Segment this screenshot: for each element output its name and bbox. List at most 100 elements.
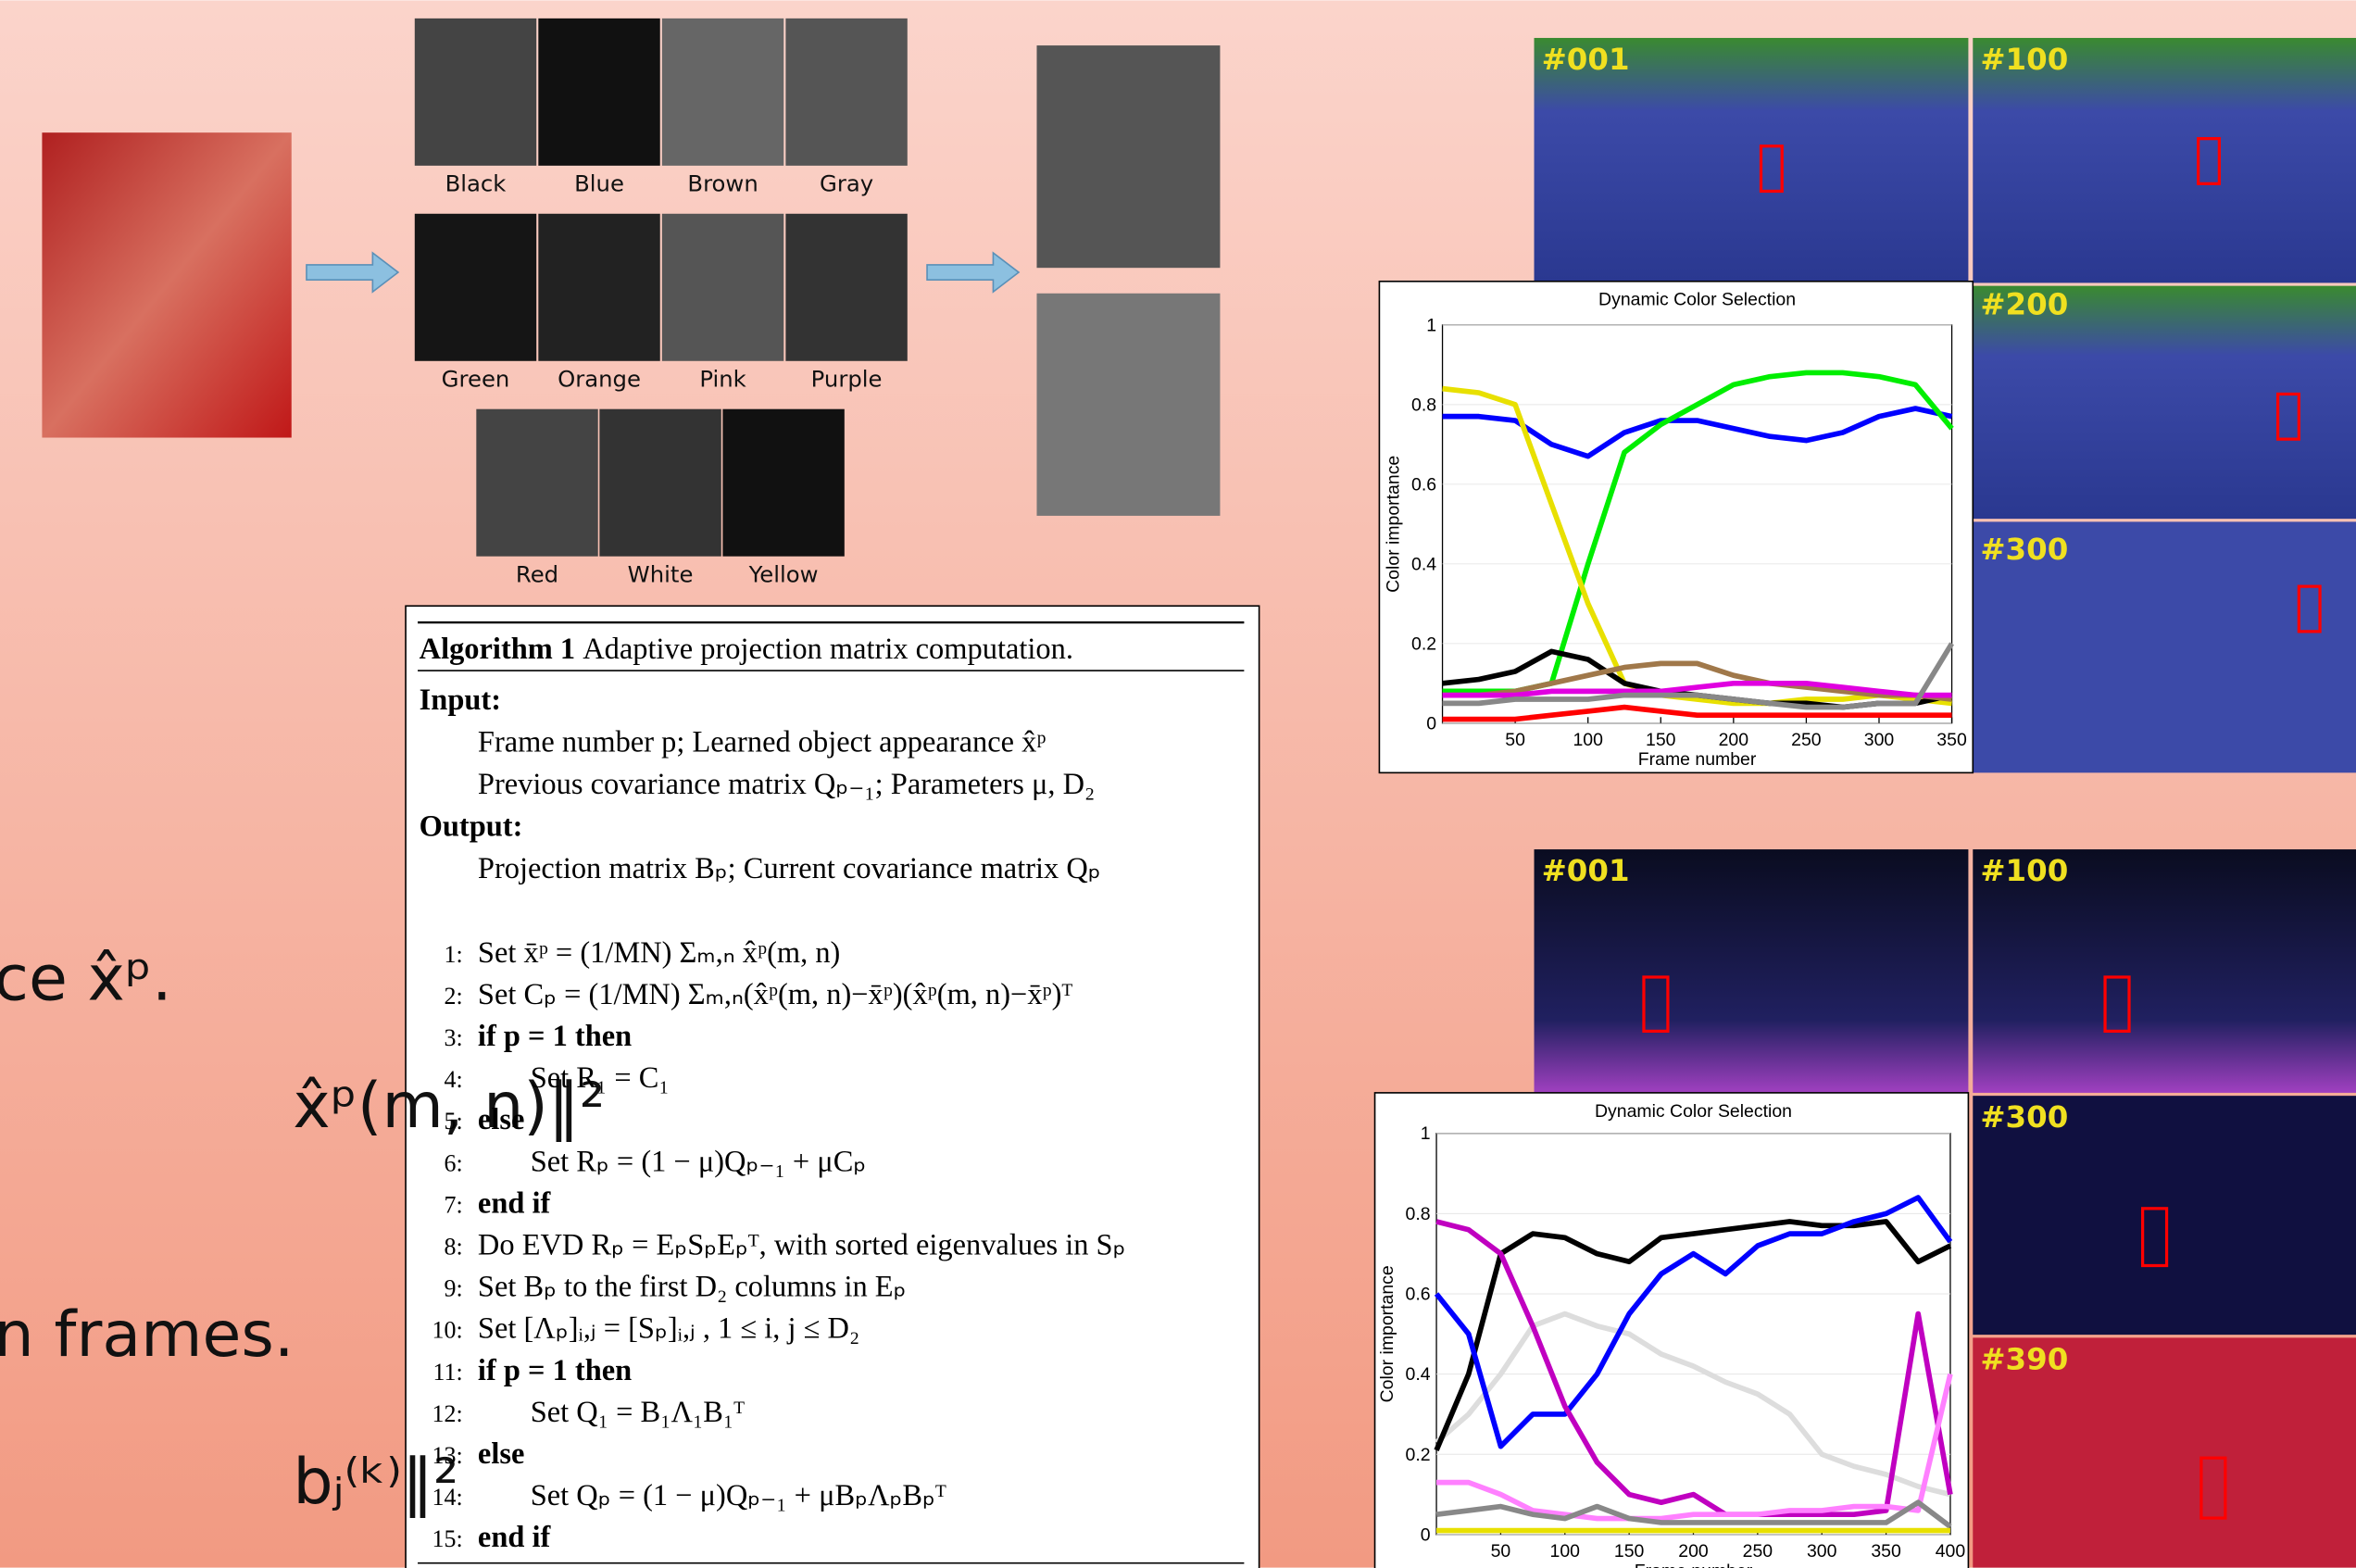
y-tick-label: 0 [1426, 713, 1436, 734]
color-map [785, 19, 907, 166]
step-number: 8: [445, 1233, 463, 1260]
step-text: else [478, 1437, 524, 1471]
x-tick-label: 400 [1936, 1541, 1966, 1562]
color-label: Black [445, 169, 508, 196]
x-tick-label: 250 [1743, 1541, 1773, 1562]
x-tick-label: 300 [1807, 1541, 1837, 1562]
step-text: Set Cₚ = (1/MN) Σₘ,ₙ(x̂ᵖ(m, n)−x̄ᵖ)(x̂ᵖ(… [478, 978, 1073, 1011]
y-tick-label: 0.6 [1406, 1284, 1431, 1304]
result-image [1036, 45, 1220, 268]
y-tick-label: 0.2 [1406, 1445, 1431, 1465]
step-number: 13: [432, 1442, 463, 1469]
color-map [662, 214, 783, 361]
step-number: 9: [445, 1275, 463, 1302]
result-image [1036, 294, 1220, 516]
step-text: else [478, 1103, 524, 1136]
frame-label: #100 [1980, 853, 2068, 888]
input-photo [42, 132, 291, 437]
slide: ce x̂ᵖ.x̂ᵖ(m, n)‖²n frames.bⱼ⁽ᵏ⁾‖²BlackB… [0, 0, 2356, 1568]
frame-label: #300 [1980, 1099, 2068, 1135]
x-tick-label: 50 [1505, 730, 1525, 750]
color-label: Blue [574, 169, 624, 196]
x-tick-label: 200 [1719, 730, 1749, 750]
step-text: Set R₁ = C₁ [531, 1061, 670, 1095]
y-axis-label: Color importance [1383, 456, 1403, 593]
y-tick-label: 1 [1426, 315, 1436, 335]
step-number: 12: [432, 1400, 463, 1427]
step-number: 1: [445, 941, 463, 968]
slide-text: n frames. [0, 1298, 294, 1372]
step-number: 7: [445, 1191, 463, 1218]
step-number: 2: [445, 983, 463, 1010]
frame-label: #100 [1980, 42, 2068, 77]
step-text: Set x̄ᵖ = (1/MN) Σₘ,ₙ x̂ᵖ(m, n) [478, 936, 840, 970]
x-tick-label: 150 [1614, 1541, 1645, 1562]
frame-label: #200 [1980, 286, 2068, 321]
algorithm-title: Algorithm 1Adaptive projection matrix co… [420, 633, 1073, 666]
frame-label: #001 [1542, 42, 1630, 77]
x-axis-label: Frame number [1638, 749, 1757, 770]
step-number: 14: [432, 1484, 463, 1511]
y-tick-label: 0.8 [1411, 395, 1436, 415]
color-map [415, 19, 536, 166]
chart-title: Dynamic Color Selection [1598, 290, 1796, 310]
y-tick-label: 0.2 [1411, 633, 1436, 654]
x-axis-label: Frame number [1635, 1561, 1753, 1568]
algorithm-line: Frame number p; Learned object appearanc… [478, 726, 1046, 759]
step-number: 3: [445, 1024, 463, 1051]
step-text: Do EVD Rₚ = EₚSₚEₚᵀ, with sorted eigenva… [478, 1228, 1126, 1261]
algorithm-number: Algorithm 1 [420, 633, 575, 666]
x-tick-label: 150 [1646, 730, 1676, 750]
step-text: Set [Λₚ]ᵢ,ⱼ = [Sₚ]ᵢ,ⱼ , 1 ≤ i, j ≤ D₂ [478, 1312, 859, 1346]
y-axis-label: Color importance [1377, 1265, 1397, 1402]
step-text: Set Bₚ to the first D₂ columns in Eₚ [478, 1271, 907, 1304]
color-map [538, 19, 659, 166]
y-tick-label: 0.8 [1406, 1204, 1431, 1224]
algorithm-line: Projection matrix Bₚ; Current covariance… [478, 852, 1101, 885]
x-tick-label: 200 [1678, 1541, 1709, 1562]
x-tick-label: 250 [1791, 730, 1822, 750]
page: ce x̂ᵖ.x̂ᵖ(m, n)‖²n frames.bⱼ⁽ᵏ⁾‖²BlackB… [0, 0, 2356, 1568]
color-label: Gray [820, 169, 873, 196]
step-text: if p = 1 then [478, 1020, 632, 1053]
x-tick-label: 350 [1871, 1541, 1901, 1562]
color-label: Purple [811, 365, 883, 392]
step-number: 5: [445, 1108, 463, 1135]
color-map [662, 19, 783, 166]
color-label: Yellow [748, 560, 819, 587]
step-number: 11: [433, 1359, 463, 1386]
algorithm-line: Previous covariance matrix Qₚ₋₁; Paramet… [478, 768, 1095, 801]
slide-text: ce x̂ᵖ. [0, 942, 172, 1015]
y-tick-label: 0.4 [1406, 1364, 1431, 1385]
step-text: if p = 1 then [478, 1354, 632, 1387]
section-label: Output: [420, 809, 523, 843]
color-label: Pink [699, 365, 746, 392]
step-number: 15: [432, 1525, 463, 1552]
section-label: Input: [420, 684, 501, 717]
color-label: Green [442, 365, 510, 392]
color-map [785, 214, 907, 361]
color-label: Red [516, 560, 558, 587]
chart-title: Dynamic Color Selection [1595, 1101, 1792, 1122]
step-text: end if [478, 1186, 552, 1220]
step-number: 10: [432, 1317, 463, 1344]
step-text: Set Rₚ = (1 − μ)Qₚ₋₁ + μCₚ [531, 1145, 867, 1178]
x-tick-label: 350 [1936, 730, 1967, 750]
step-text: end if [478, 1521, 552, 1554]
y-tick-label: 0 [1421, 1524, 1431, 1545]
y-tick-label: 0.4 [1411, 554, 1436, 574]
frame-label: #001 [1542, 853, 1630, 888]
color-label: White [628, 560, 694, 587]
color-map [476, 409, 597, 557]
x-tick-label: 300 [1864, 730, 1895, 750]
frame-label: #300 [1980, 532, 2068, 567]
color-label: Brown [687, 169, 758, 196]
x-tick-label: 50 [1491, 1541, 1511, 1562]
y-tick-label: 0.6 [1411, 474, 1436, 495]
step-text: Set Q₁ = B₁Λ₁B₁ᵀ [531, 1396, 746, 1429]
frame-label: #390 [1980, 1341, 2068, 1376]
color-map [599, 409, 721, 557]
x-tick-label: 100 [1550, 1541, 1581, 1562]
color-map [538, 214, 659, 361]
x-tick-label: 100 [1573, 730, 1603, 750]
